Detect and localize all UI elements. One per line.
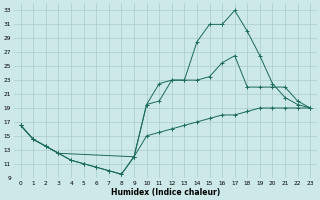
X-axis label: Humidex (Indice chaleur): Humidex (Indice chaleur) <box>111 188 220 197</box>
